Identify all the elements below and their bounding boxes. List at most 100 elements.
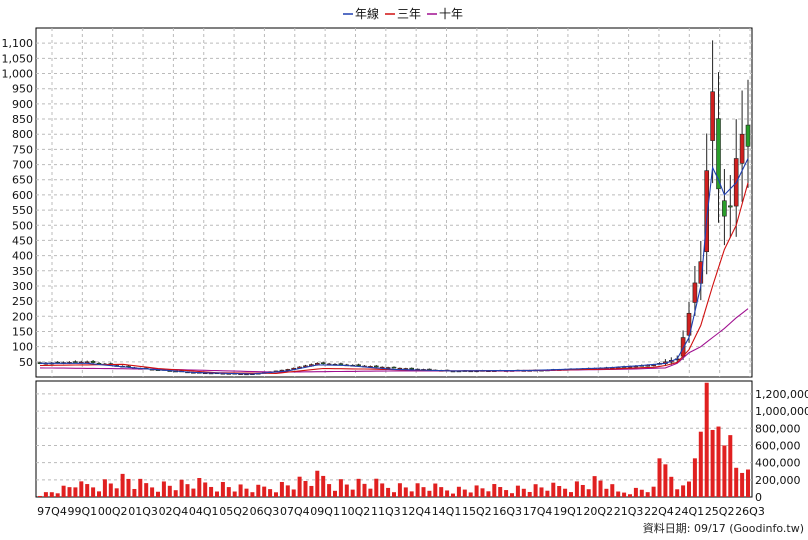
candle-body — [356, 364, 361, 367]
legend-label-1: 三年 — [397, 7, 421, 21]
volume-bar — [710, 429, 715, 497]
volume-tick-label: 1,000,000 — [755, 405, 808, 418]
volume-bar — [43, 492, 48, 497]
volume-bar — [274, 492, 278, 497]
candle-body — [745, 124, 751, 147]
volume-bar — [698, 431, 703, 497]
volume-bar — [563, 488, 568, 497]
volume-bar — [704, 382, 709, 497]
volume-bar — [716, 426, 721, 497]
volume-bar — [91, 487, 96, 497]
x-tick-label: 01Q3 — [128, 505, 158, 518]
volume-bar — [545, 490, 550, 497]
volume-bar — [433, 483, 438, 497]
volume-bar — [309, 485, 314, 497]
volume-bar — [598, 480, 603, 497]
x-tick-label: 00Q2 — [98, 505, 128, 518]
volume-bar — [203, 482, 208, 497]
legend-label-2: 十年 — [439, 7, 463, 21]
volume-bar — [350, 489, 355, 497]
x-tick-label: 02Q4 — [159, 505, 189, 518]
volume-bar — [73, 487, 78, 497]
x-axis: 97Q4 99Q1 00Q2 01Q3 02Q4 04Q1 05Q2 06Q3 07Q4 09Q1… — [37, 505, 765, 518]
volume-bar — [215, 491, 219, 497]
x-tick-label: 07Q4 — [280, 505, 310, 518]
volume-bar — [740, 472, 745, 497]
volume-bar — [397, 483, 402, 497]
volume-bar — [303, 480, 308, 497]
chart-legend: 年線 三年 十年 — [343, 6, 463, 21]
x-tick-label: 09Q1 — [310, 505, 340, 518]
x-tick-label: 16Q3 — [492, 505, 522, 518]
volume-bar — [474, 485, 479, 497]
volume-bar — [628, 494, 632, 497]
candle-body — [84, 361, 90, 364]
price-tick-label: 50 — [19, 356, 33, 369]
volume-bar — [451, 493, 455, 497]
x-tick-label: 24Q1 — [674, 505, 704, 518]
volume-bar — [692, 458, 697, 497]
volume-bar — [681, 485, 686, 497]
volume-bar — [486, 491, 491, 497]
volume-bar — [197, 478, 202, 497]
volume-bar — [675, 489, 680, 497]
price-tick-label: 850 — [12, 113, 33, 126]
volume-bar — [102, 479, 107, 497]
volume-bar — [657, 458, 662, 497]
volume-bar — [344, 484, 349, 497]
volume-bar — [67, 487, 72, 497]
candle-body — [722, 200, 727, 217]
candle-body — [373, 365, 379, 368]
volume-bar — [167, 485, 172, 497]
x-tick-label: 99Q1 — [68, 505, 98, 518]
volume-bar — [114, 488, 119, 497]
year-line — [40, 158, 749, 375]
volume-tick-label: 600,000 — [755, 439, 801, 452]
price-tick-label: 800 — [12, 128, 33, 141]
volume-bar — [610, 484, 615, 497]
price-tick-label: 1,100 — [2, 37, 34, 50]
candle-body — [716, 118, 721, 190]
volume-tick-label: 400,000 — [755, 457, 801, 470]
volume-bar — [622, 492, 627, 497]
price-tick-label: 750 — [12, 143, 33, 156]
volume-bar — [510, 493, 514, 497]
volume-bar — [639, 489, 644, 497]
volume-bar — [687, 481, 691, 497]
legend-label-0: 年線 — [355, 6, 379, 21]
volume-bar — [279, 481, 284, 497]
volume-bar — [386, 487, 391, 497]
candle-body — [739, 133, 745, 164]
price-tick-label: 250 — [12, 295, 33, 308]
candle-body — [391, 366, 397, 369]
volume-bar — [132, 488, 137, 497]
volume-bar — [79, 481, 84, 497]
price-tick-label: 550 — [12, 204, 33, 217]
x-tick-label: 21Q3 — [614, 505, 644, 518]
volume-bar — [392, 492, 396, 497]
volume-bar — [209, 486, 214, 497]
price-tick-label: 950 — [12, 83, 33, 96]
volume-bar — [504, 490, 509, 497]
volume-bar — [380, 483, 385, 497]
price-tick-label: 1,050 — [2, 52, 34, 65]
price-tick-label: 100 — [12, 341, 33, 354]
candle-body — [409, 367, 415, 370]
volume-bar — [445, 490, 450, 497]
price-plot-area — [35, 27, 753, 378]
price-tick-label: 1,000 — [2, 68, 34, 81]
volume-bar — [85, 484, 90, 497]
volume-bar — [161, 481, 166, 497]
candle-body — [692, 282, 698, 303]
volume-panel: 1,200,000 1,000,000 800,000 600,000 400,000 2… — [35, 380, 808, 504]
volume-bar — [97, 491, 101, 497]
volume-bar — [734, 467, 739, 497]
price-tick-label: 400 — [12, 250, 33, 263]
volume-bar — [315, 470, 320, 497]
x-tick-label: 04Q1 — [189, 505, 219, 518]
volume-bar — [220, 481, 225, 497]
volume-bar — [462, 489, 467, 497]
volume-bar — [126, 478, 131, 497]
price-panel: 50 100 150 200 250 300 350 400 450 500 550 600 650 70… — [2, 27, 753, 378]
